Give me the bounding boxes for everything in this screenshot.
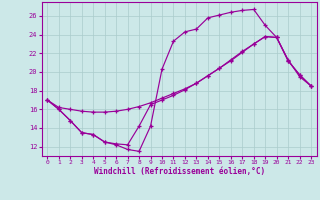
X-axis label: Windchill (Refroidissement éolien,°C): Windchill (Refroidissement éolien,°C) xyxy=(94,167,265,176)
